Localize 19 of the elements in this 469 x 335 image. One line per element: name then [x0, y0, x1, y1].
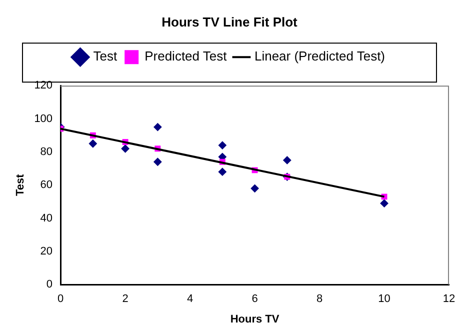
x-tick-label: 12	[442, 293, 456, 306]
y-tick-label: 20	[40, 245, 53, 258]
y-axis-title: Test	[14, 174, 27, 196]
y-tick-label: 100	[34, 112, 53, 125]
x-tick-label: 10	[378, 293, 390, 306]
y-tick-label: 60	[40, 179, 53, 192]
y-tick-label: 40	[40, 212, 53, 224]
x-tick-label: 4	[186, 293, 194, 306]
x-tick-label: 6	[252, 293, 258, 306]
x-tick-label: 2	[122, 293, 128, 306]
x-axis-title: Hours TV	[230, 313, 280, 326]
y-tick-label: 0	[46, 278, 53, 291]
legend-label: Predicted Test	[144, 48, 228, 64]
legend-label: Linear (Predicted Test)	[254, 48, 386, 64]
y-tick-label: 80	[40, 146, 53, 158]
x-tick-label: 0	[57, 293, 64, 306]
legend-label: Test	[93, 48, 118, 64]
chart-title: Hours TV Line Fit Plot	[162, 14, 298, 30]
x-tick-label: 8	[316, 293, 323, 306]
